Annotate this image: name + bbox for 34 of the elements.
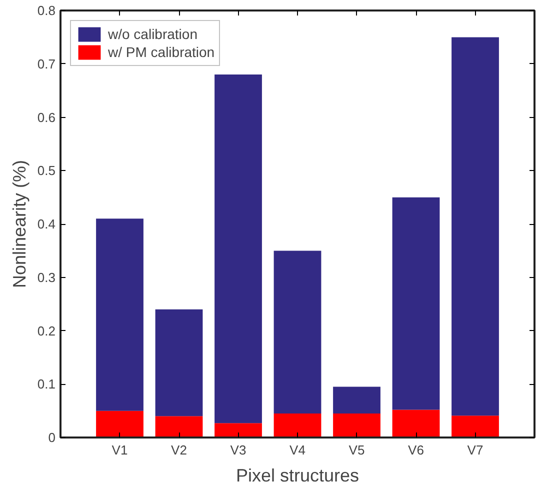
x-tick-label: V7 (467, 442, 484, 458)
legend-label: w/ PM calibration (108, 44, 215, 60)
y-tick-label: 0.6 (37, 110, 56, 125)
y-tick-label: 0.8 (37, 3, 56, 18)
bar (155, 416, 203, 438)
bar (274, 413, 322, 438)
bar (392, 197, 440, 410)
x-tick-label: V3 (230, 442, 246, 458)
bar (96, 218, 144, 411)
x-tick-label: V2 (171, 442, 187, 458)
bar (155, 309, 203, 416)
y-tick-label: 0.5 (37, 163, 56, 178)
bar (96, 410, 144, 438)
bar (214, 74, 262, 424)
y-tick-label: 0.7 (37, 56, 56, 72)
bar (214, 423, 262, 438)
x-axis-title: Pixel structures (236, 466, 360, 486)
bar (274, 250, 322, 414)
legend-label: w/o calibration (108, 26, 198, 42)
y-tick-label: 0.4 (37, 216, 56, 232)
x-tick-label: V6 (408, 442, 424, 458)
x-tick-label: V4 (290, 442, 306, 458)
y-tick-label: 0.3 (37, 270, 56, 285)
bar (392, 410, 440, 438)
x-tick-label: V5 (348, 442, 365, 458)
bar (333, 413, 380, 438)
y-tick-label: 0.1 (37, 376, 56, 392)
bar (452, 37, 499, 416)
y-tick-label: 0 (48, 430, 56, 445)
y-tick-label: 0.2 (37, 323, 56, 338)
x-tick-label: V1 (112, 442, 128, 458)
y-axis-title: Nonlinearity (%) (9, 160, 30, 288)
bar (452, 416, 499, 438)
bar (333, 386, 380, 414)
